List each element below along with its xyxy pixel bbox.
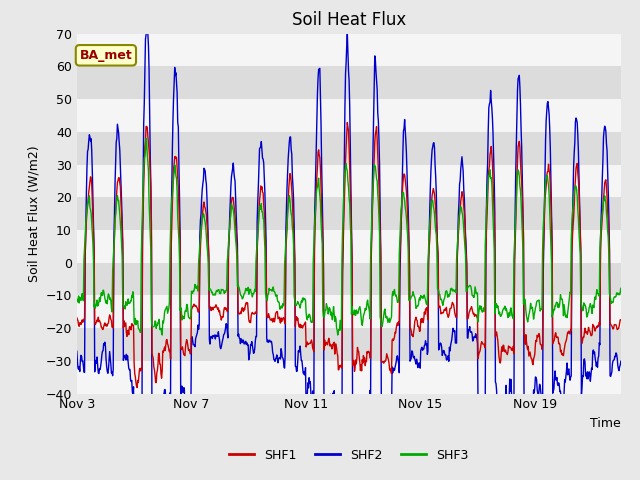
SHF3 xyxy=(617,286,625,291)
Line: SHF2: SHF2 xyxy=(77,17,621,470)
SHF1 xyxy=(189,303,197,309)
Legend: SHF1, SHF2, SHF3: SHF1, SHF2, SHF3 xyxy=(224,444,474,467)
SHF2 xyxy=(396,276,404,282)
SHF3 xyxy=(528,304,536,310)
SHF3 xyxy=(142,136,150,142)
SHF3 xyxy=(417,293,424,299)
SHF2 xyxy=(131,468,138,473)
Title: Soil Heat Flux: Soil Heat Flux xyxy=(292,11,406,29)
SHF3 xyxy=(189,288,197,293)
SHF2 xyxy=(417,348,424,353)
Bar xyxy=(77,328,621,361)
Bar xyxy=(77,99,621,132)
SHF1 xyxy=(264,315,272,321)
Text: BA_met: BA_met xyxy=(79,49,132,62)
Bar xyxy=(77,263,621,295)
X-axis label: Time: Time xyxy=(590,417,621,430)
SHF1 xyxy=(617,317,625,323)
Bar xyxy=(77,34,621,66)
Line: SHF3: SHF3 xyxy=(77,139,621,335)
Bar xyxy=(77,230,621,263)
Bar xyxy=(77,165,621,197)
Bar xyxy=(77,66,621,99)
SHF2 xyxy=(73,348,81,354)
SHF3 xyxy=(334,332,342,338)
SHF1 xyxy=(528,356,536,362)
SHF1 xyxy=(344,120,351,125)
SHF1 xyxy=(417,316,424,322)
Bar xyxy=(77,361,621,394)
SHF1 xyxy=(73,315,81,321)
SHF3 xyxy=(264,291,272,297)
SHF2 xyxy=(617,359,625,364)
SHF2 xyxy=(265,339,273,345)
Bar xyxy=(77,132,621,165)
Y-axis label: Soil Heat Flux (W/m2): Soil Heat Flux (W/m2) xyxy=(27,145,40,282)
Line: SHF1: SHF1 xyxy=(77,122,621,387)
SHF2 xyxy=(143,14,151,20)
SHF3 xyxy=(73,297,81,302)
Bar xyxy=(77,197,621,230)
Bar xyxy=(77,295,621,328)
SHF1 xyxy=(396,253,404,259)
SHF3 xyxy=(396,236,404,241)
SHF1 xyxy=(327,342,335,348)
SHF2 xyxy=(528,408,536,413)
SHF3 xyxy=(327,312,335,318)
SHF2 xyxy=(327,398,335,404)
SHF1 xyxy=(133,384,141,390)
SHF2 xyxy=(190,342,198,348)
